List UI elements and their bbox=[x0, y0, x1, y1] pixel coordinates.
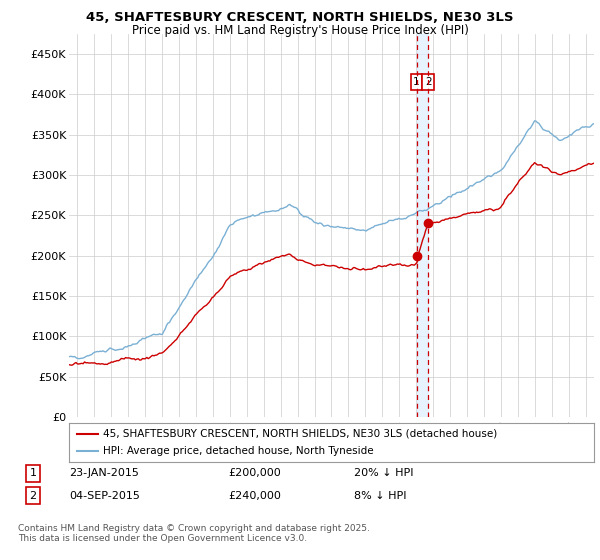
Text: 1: 1 bbox=[29, 468, 37, 478]
Text: 04-SEP-2015: 04-SEP-2015 bbox=[69, 491, 140, 501]
Text: £240,000: £240,000 bbox=[228, 491, 281, 501]
Text: 45, SHAFTESBURY CRESCENT, NORTH SHIELDS, NE30 3LS (detached house): 45, SHAFTESBURY CRESCENT, NORTH SHIELDS,… bbox=[103, 429, 497, 439]
Text: 2: 2 bbox=[29, 491, 37, 501]
Text: 8% ↓ HPI: 8% ↓ HPI bbox=[354, 491, 407, 501]
Text: £200,000: £200,000 bbox=[228, 468, 281, 478]
Bar bbox=[418, 34, 428, 417]
Text: HPI: Average price, detached house, North Tyneside: HPI: Average price, detached house, Nort… bbox=[103, 446, 374, 456]
Text: Contains HM Land Registry data © Crown copyright and database right 2025.
This d: Contains HM Land Registry data © Crown c… bbox=[18, 524, 370, 543]
Text: 23-JAN-2015: 23-JAN-2015 bbox=[69, 468, 139, 478]
Text: 2: 2 bbox=[425, 77, 431, 87]
Text: 45, SHAFTESBURY CRESCENT, NORTH SHIELDS, NE30 3LS: 45, SHAFTESBURY CRESCENT, NORTH SHIELDS,… bbox=[86, 11, 514, 24]
Text: 1: 1 bbox=[413, 77, 420, 87]
Text: Price paid vs. HM Land Registry's House Price Index (HPI): Price paid vs. HM Land Registry's House … bbox=[131, 24, 469, 36]
Text: 20% ↓ HPI: 20% ↓ HPI bbox=[354, 468, 413, 478]
